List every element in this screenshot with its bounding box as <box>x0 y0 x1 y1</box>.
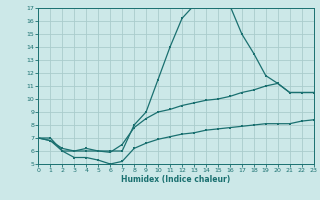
X-axis label: Humidex (Indice chaleur): Humidex (Indice chaleur) <box>121 175 231 184</box>
